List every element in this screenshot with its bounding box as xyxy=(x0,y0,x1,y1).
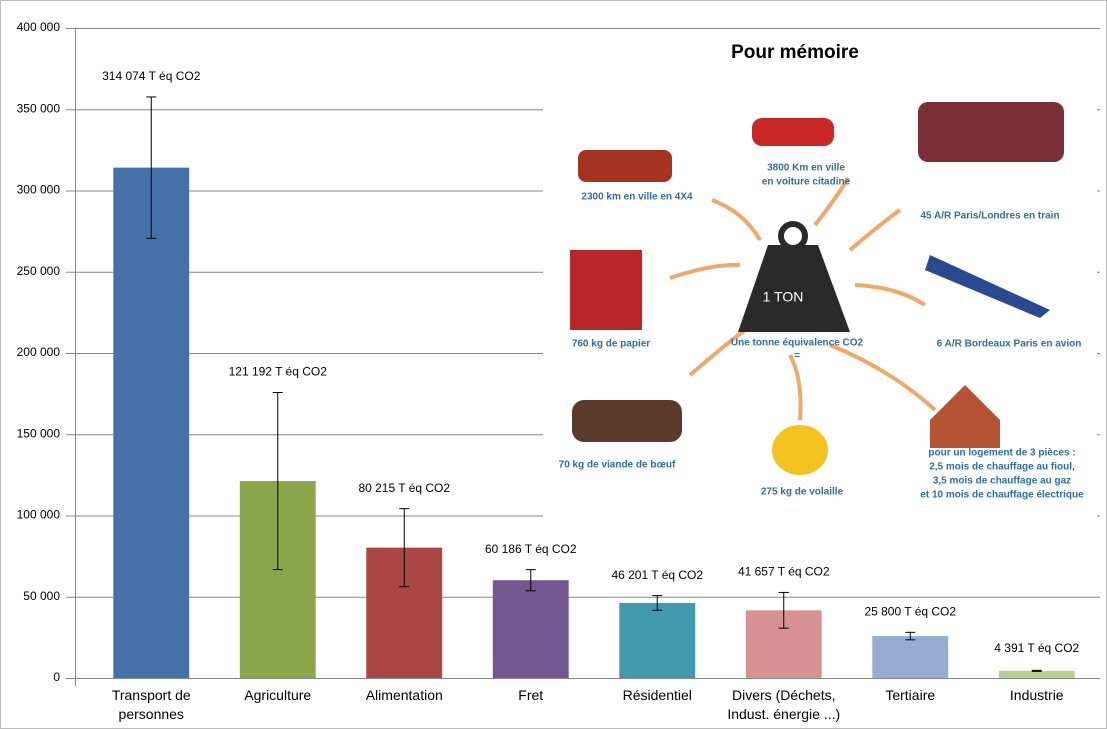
x-tick-label: Industrie xyxy=(1009,687,1064,703)
icon-chicken xyxy=(772,425,828,475)
data-label: 80 215 T éq CO2 xyxy=(358,481,450,495)
error-bar xyxy=(399,508,410,588)
inset-label: et 10 mois de chauffage électrique xyxy=(920,490,1084,501)
y-tick-label: 400 000 xyxy=(17,20,61,34)
icon-4x4 xyxy=(578,150,672,182)
inset-label: 2,5 mois de chauffage au fioul, xyxy=(929,462,1075,473)
inset-arrow xyxy=(854,283,927,307)
inset-title: Pour mémoire xyxy=(731,42,859,63)
inset-label: 3800 Km en ville xyxy=(767,163,845,174)
x-tick-label: Divers (Déchets, Indust. énergie ...) xyxy=(727,687,841,722)
inset-arrow xyxy=(829,343,937,412)
bar xyxy=(492,580,569,678)
inset: Pour mémoire 1 TON 2300 km en ville en 4X4… xyxy=(543,30,1097,522)
y-tick-label: 150 000 xyxy=(17,426,61,440)
y-tick-label: 350 000 xyxy=(17,101,61,115)
inset-label: 3,5 mois de chauffage au gaz xyxy=(933,476,1071,487)
x-tick-label: Tertiaire xyxy=(885,687,936,703)
bar xyxy=(998,670,1075,678)
weight xyxy=(738,245,850,332)
icon-house xyxy=(930,385,1000,448)
weight-handle xyxy=(778,221,808,251)
inset-label: 45 A/R Paris/Londres en train xyxy=(920,211,1059,222)
y-tick-label: 100 000 xyxy=(17,508,61,522)
bar xyxy=(619,602,696,678)
data-label: 314 074 T éq CO2 xyxy=(102,69,201,83)
icon-car xyxy=(752,118,834,146)
error-bar xyxy=(525,569,536,592)
error-bar xyxy=(272,392,283,571)
inset-label: 2300 km en ville en 4X4 xyxy=(581,192,693,203)
inset-arrow xyxy=(669,262,741,280)
inset-label: 70 kg de viande de bœuf xyxy=(559,460,676,471)
y-tick-label: 250 000 xyxy=(17,264,61,278)
inset-arrow xyxy=(711,198,762,242)
data-label: 4 391 T éq CO2 xyxy=(994,641,1079,655)
error-bar xyxy=(146,96,157,239)
inset-center-label: = xyxy=(794,351,800,362)
inset-label: pour un logement de 3 pièces : xyxy=(928,448,1075,459)
error-bar xyxy=(1031,669,1042,672)
y-tick-label: 200 000 xyxy=(17,345,61,359)
inset-arrow xyxy=(688,328,747,377)
inset-arrow xyxy=(813,177,850,227)
data-label: 60 186 T éq CO2 xyxy=(485,542,577,556)
data-label: 41 657 T éq CO2 xyxy=(738,565,830,579)
x-tick-label: Résidentiel xyxy=(622,687,692,703)
x-tick-label: Transport de personnes xyxy=(111,687,191,722)
y-tick-label: 0 xyxy=(53,670,60,684)
inset-center-label: Une tonne équivalence CO2 xyxy=(731,338,864,349)
bar xyxy=(113,167,190,678)
weight-label: 1 TON xyxy=(763,289,804,305)
error-bar xyxy=(905,631,916,641)
data-label: 46 201 T éq CO2 xyxy=(611,568,703,582)
data-label: 25 800 T éq CO2 xyxy=(864,605,956,619)
error-bar xyxy=(652,595,663,611)
y-tick-label: 50 000 xyxy=(23,589,60,603)
inset-label: 6 A/R Bordeaux Paris en avion xyxy=(937,339,1082,350)
y-tick-label: 300 000 xyxy=(17,183,61,197)
data-label: 121 192 T éq CO2 xyxy=(229,365,328,379)
icon-books xyxy=(570,250,642,330)
inset-label: 760 kg de papier xyxy=(572,339,650,350)
x-tick-label: Fret xyxy=(518,687,544,703)
inset-art: Pour mémoire 1 TON 2300 km en ville en 4X4… xyxy=(559,42,1084,501)
inset-label: en voiture citadine xyxy=(762,177,851,188)
inset-arrow xyxy=(848,208,902,252)
bar xyxy=(872,636,949,678)
icon-cows xyxy=(572,400,682,442)
error-bar xyxy=(778,591,789,629)
x-tick-label: Agriculture xyxy=(244,687,312,703)
inset-label: 275 kg de volaille xyxy=(761,487,844,498)
icon-plane xyxy=(925,255,1050,318)
x-tick-label: Alimentation xyxy=(365,687,443,703)
icon-train xyxy=(918,102,1064,162)
inset-arrow xyxy=(788,354,803,421)
